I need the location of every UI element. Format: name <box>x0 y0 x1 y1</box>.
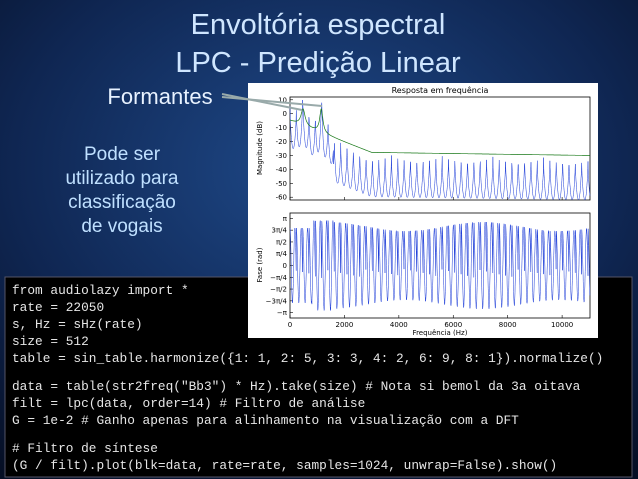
note-line: classificação <box>68 192 176 213</box>
x-tick-label: 2000 <box>336 321 354 329</box>
y-tick-label: -50 <box>276 180 287 188</box>
x-tick-label: 8000 <box>499 321 517 329</box>
curve <box>289 99 591 201</box>
y-tick-label: −π <box>277 309 288 317</box>
x-label: Frequência (Hz) <box>413 329 468 337</box>
y-tick-label: π <box>283 215 288 223</box>
note-line: utilizado para <box>65 168 178 189</box>
y-tick-label: 3π/4 <box>272 227 288 235</box>
x-tick-label: 4000 <box>390 321 408 329</box>
y-tick-label: 0 <box>283 262 287 270</box>
y-tick-label: −3π/4 <box>266 297 288 305</box>
plot-title: Resposta em frequência <box>392 85 489 95</box>
y-label: Fase (rad) <box>256 247 264 282</box>
formantes-label: Formantes <box>107 84 212 109</box>
note-line: de vogais <box>81 216 162 237</box>
y-tick-label: −π/4 <box>270 274 287 282</box>
note: Pode ser utilizado para classificação de vo… <box>65 144 178 237</box>
y-tick-label: -60 <box>276 194 287 202</box>
y-tick-label: -40 <box>276 166 287 174</box>
code-line: data = table(str2freq("Bb3") * Hz).take(… <box>12 379 581 394</box>
curve <box>289 219 591 311</box>
x-tick-label: 0 <box>288 321 292 329</box>
code-line: s, Hz = sHz(rate) <box>12 317 143 332</box>
code-line: size = 512 <box>12 334 89 349</box>
y-tick-label: −π/2 <box>270 286 287 294</box>
y-tick-label: -20 <box>276 138 287 146</box>
y-tick-label: π/2 <box>276 238 287 246</box>
plot-background <box>248 83 598 338</box>
axes <box>289 96 591 201</box>
code-line: from audiolazy import * <box>12 283 189 298</box>
y-tick-label: 10 <box>278 96 287 104</box>
code-line: table = sin_table.harmonize({1: 1, 2: 5,… <box>12 351 603 366</box>
code-line: G = 1e-2 # Ganho apenas para alinhamento… <box>12 413 519 428</box>
y-tick-label: 0 <box>283 110 287 118</box>
x-tick-label: 10000 <box>551 321 573 329</box>
code-line: rate = 22050 <box>12 300 104 315</box>
y-tick-label: -30 <box>276 152 287 160</box>
code-line: # Filtro de síntese <box>12 441 158 456</box>
arrows <box>221 93 323 111</box>
code-line: filt = lpc(data, order=14) # Filtro de a… <box>12 396 365 411</box>
curve <box>289 108 590 156</box>
code-line: (G / filt).plot(blk=data, rate=rate, sam… <box>12 458 557 473</box>
title: LPC - Predição Linear <box>175 47 461 79</box>
y-label: Magnitude (dB) <box>256 121 264 175</box>
title: Envoltória espectral <box>191 9 446 41</box>
y-tick-label: -10 <box>276 124 287 132</box>
arrow <box>221 96 323 107</box>
x-tick-label: 6000 <box>444 321 462 329</box>
code: from audiolazy import * rate = 22050 s, Hz… <box>12 283 603 473</box>
arrow <box>221 93 303 111</box>
y-tick-label: π/4 <box>276 250 288 258</box>
note-line: Pode ser <box>84 144 161 165</box>
plot: Resposta em frequência Frequência (Hz) M… <box>248 83 598 338</box>
